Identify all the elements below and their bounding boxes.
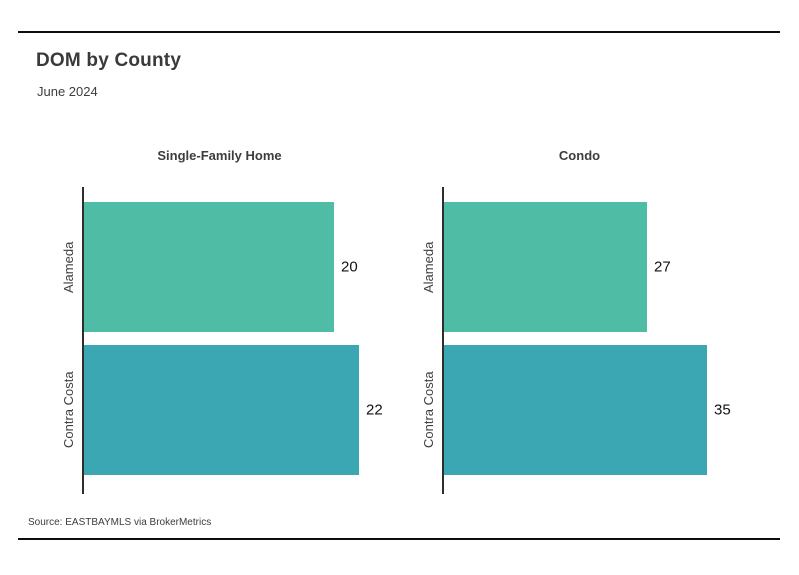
facet-title: Single-Family Home bbox=[157, 148, 282, 163]
y-axis-labels: Alameda Contra Costa bbox=[415, 187, 442, 494]
facet-condo: Condo Alameda Contra Costa 27 35 bbox=[415, 148, 744, 494]
bar-value-label: 35 bbox=[714, 401, 731, 419]
bar-row: 22 bbox=[84, 345, 384, 475]
plot-area: 27 35 bbox=[442, 187, 744, 494]
bottom-rule bbox=[18, 538, 780, 540]
plot-area: 20 22 bbox=[82, 187, 384, 494]
facet-body: Alameda Contra Costa 20 22 bbox=[55, 187, 384, 494]
facet-body: Alameda Contra Costa 27 35 bbox=[415, 187, 744, 494]
facet-single-family-home: Single-Family Home Alameda Contra Costa 20 2… bbox=[55, 148, 384, 494]
bar-condo-contra-costa bbox=[444, 345, 707, 475]
bar-row: 27 bbox=[444, 202, 744, 332]
bar-condo-alameda bbox=[444, 202, 647, 332]
category-label-contra-costa: Contra Costa bbox=[421, 371, 436, 449]
bar-single-family-home-contra-costa bbox=[84, 345, 359, 475]
bar-row: 35 bbox=[444, 345, 744, 475]
chart-subtitle: June 2024 bbox=[37, 84, 98, 99]
source-note: Source: EASTBAYMLS via BrokerMetrics bbox=[28, 517, 212, 528]
facet-title: Condo bbox=[558, 148, 601, 163]
bar-row: 20 bbox=[84, 202, 384, 332]
bar-value-label: 20 bbox=[341, 258, 358, 276]
top-rule bbox=[18, 31, 780, 33]
bar-value-label: 27 bbox=[654, 258, 671, 276]
category-label-contra-costa: Contra Costa bbox=[61, 371, 76, 449]
category-label-alameda: Alameda bbox=[61, 241, 76, 293]
chart-title: DOM by County bbox=[36, 50, 182, 71]
bar-value-label: 22 bbox=[366, 401, 383, 419]
facets: Single-Family Home Alameda Contra Costa 20 2… bbox=[55, 148, 744, 494]
bar-single-family-home-alameda bbox=[84, 202, 334, 332]
y-axis-labels: Alameda Contra Costa bbox=[55, 187, 82, 494]
category-label-alameda: Alameda bbox=[421, 241, 436, 293]
